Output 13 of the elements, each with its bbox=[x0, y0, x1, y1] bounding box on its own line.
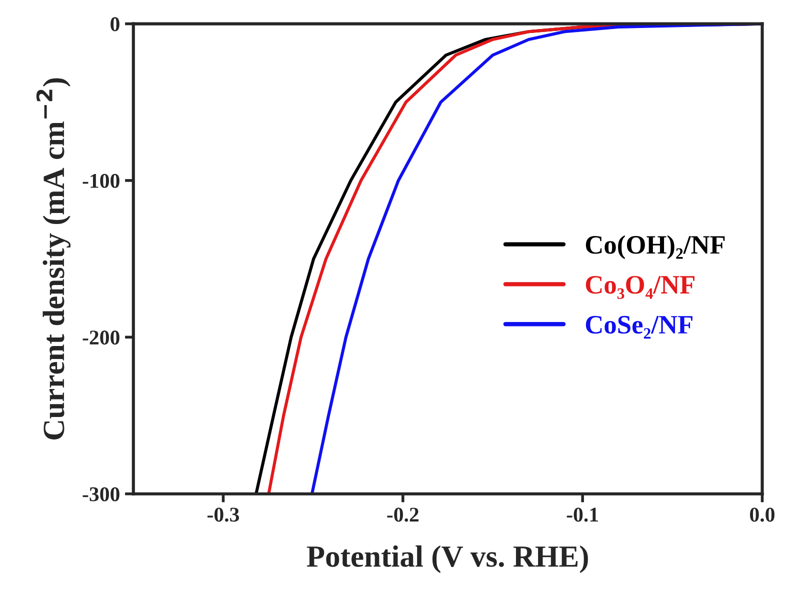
x-tick-label: 0.0 bbox=[750, 508, 774, 522]
x-tick-label: -0.3 bbox=[208, 508, 240, 522]
y-tick-label: 0 bbox=[110, 17, 120, 32]
x-tick-label: -0.2 bbox=[387, 508, 418, 522]
y-tick-label: -300 bbox=[82, 487, 120, 502]
legend-label: Co₃O₄/NF bbox=[586, 276, 694, 299]
legend-label: CoSe₂/NF bbox=[586, 316, 692, 339]
y-tick-label: -200 bbox=[82, 330, 120, 345]
x-axis-title: Potential (V vs. RHE) bbox=[306, 545, 588, 574]
y-tick-label: -100 bbox=[82, 174, 120, 188]
x-tick-label: -0.1 bbox=[566, 508, 598, 522]
legend-label: Co(OH)₂/NF bbox=[586, 235, 725, 260]
y-axis-title: Current density (mA cm$^{−2}$) bbox=[36, 78, 71, 440]
